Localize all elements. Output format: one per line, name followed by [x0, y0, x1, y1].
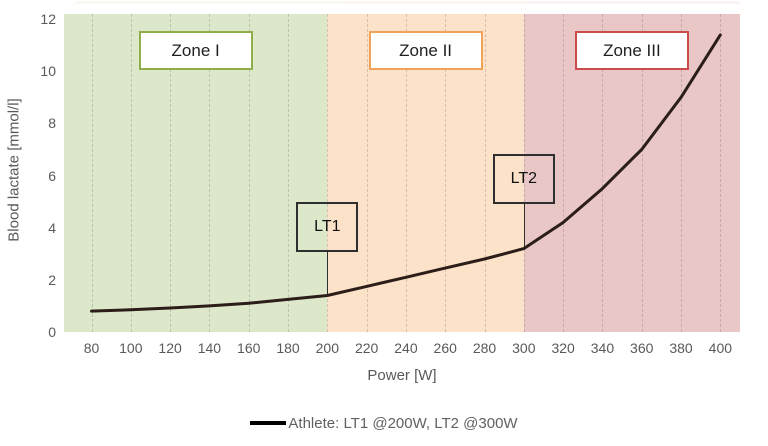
zone-3-label-box: Zone III — [574, 31, 689, 70]
zone-2-label: Zone II — [399, 40, 453, 60]
x-tick-320: 320 — [551, 340, 575, 356]
x-tick-380: 380 — [669, 340, 693, 356]
zone-1-label: Zone I — [171, 40, 220, 60]
legend: Athlete: LT1 @200W, LT2 @300W — [0, 413, 768, 433]
gridline-x-200 — [327, 14, 329, 332]
y-tick-0: 0 — [48, 324, 56, 340]
gridline-x-100 — [130, 14, 132, 332]
x-tick-360: 360 — [630, 340, 654, 356]
x-tick-400: 400 — [708, 340, 733, 356]
legend-label: Athlete: LT1 @200W, LT2 @300W — [288, 414, 518, 432]
zone-3-label: Zone III — [603, 40, 661, 60]
x-tick-100: 100 — [119, 340, 143, 356]
x-tick-240: 240 — [394, 340, 418, 356]
gridline-x-380 — [681, 14, 683, 332]
gridline-x-160 — [248, 14, 250, 332]
y-tick-10: 10 — [40, 63, 56, 80]
zone-1-label-box: Zone I — [138, 31, 253, 70]
y-tick-12: 12 — [40, 11, 56, 28]
zone-2-label-box: Zone II — [368, 31, 483, 70]
gridline-x-80 — [91, 14, 93, 332]
gridline-x-400 — [720, 14, 722, 332]
y-tick-8: 8 — [48, 115, 56, 132]
series-path — [90, 33, 722, 313]
y-axis-title: Blood lactate [mmol/l] — [5, 98, 23, 242]
gridline-x-120 — [170, 14, 172, 332]
lt1-label: LT1 — [314, 218, 341, 235]
y-tick-4: 4 — [48, 219, 56, 236]
lt2-label: LT2 — [510, 170, 538, 187]
legend-line-swatch — [250, 421, 287, 425]
gridline-x-300 — [523, 14, 525, 332]
gridline-x-340 — [602, 14, 604, 332]
gridline-x-280 — [484, 14, 486, 332]
lactate-curve — [90, 33, 722, 313]
gridline-x-240 — [405, 14, 407, 332]
x-tick-260: 260 — [433, 340, 457, 356]
x-axis-title: Power [W] — [367, 367, 437, 384]
x-tick-300: 300 — [512, 340, 536, 356]
top-artifact-3 — [527, 1, 740, 4]
x-tick-180: 180 — [276, 340, 300, 356]
y-tick-6: 6 — [48, 167, 56, 184]
gridline-x-220 — [366, 14, 368, 332]
x-tick-140: 140 — [197, 340, 222, 356]
y-tick-2: 2 — [48, 271, 56, 288]
x-tick-160: 160 — [237, 340, 261, 356]
x-tick-220: 220 — [354, 340, 379, 356]
plot-area: Zone I Zone II Zone III LT1 LT2 — [64, 14, 740, 332]
gridline-x-260 — [445, 14, 447, 332]
lt1-leader-line — [327, 250, 329, 296]
lt2-leader-line — [523, 202, 525, 249]
x-tick-120: 120 — [158, 340, 182, 356]
top-artifact-1 — [75, 1, 345, 4]
top-artifact-2 — [345, 1, 527, 4]
lt2-annotation-box: LT2 — [492, 154, 555, 204]
gridline-x-180 — [288, 14, 290, 332]
x-tick-80: 80 — [83, 340, 100, 356]
x-tick-280: 280 — [472, 340, 497, 356]
x-tick-340: 340 — [590, 340, 615, 356]
gridline-x-360 — [641, 14, 643, 332]
x-tick-200: 200 — [315, 340, 339, 356]
lt1-annotation-box: LT1 — [296, 202, 359, 252]
gridline-x-320 — [563, 14, 565, 332]
gridline-x-140 — [209, 14, 211, 332]
